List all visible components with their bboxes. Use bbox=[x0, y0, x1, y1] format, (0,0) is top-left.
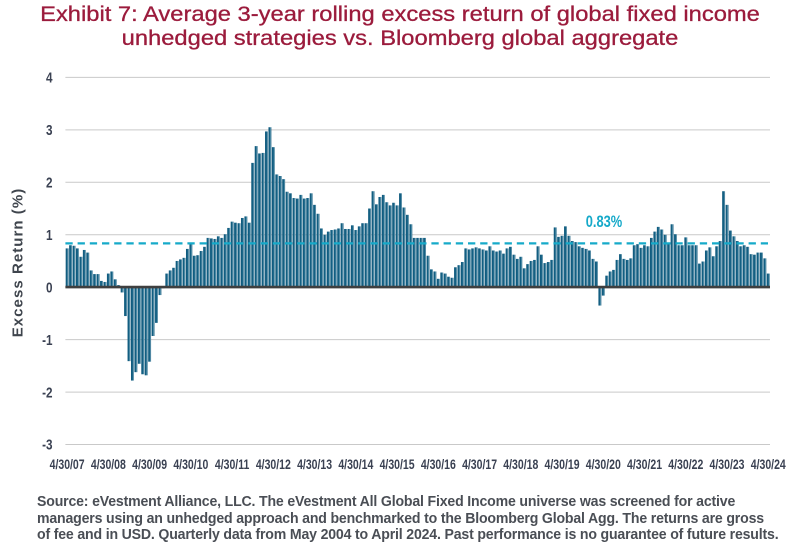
svg-text:4/30/16: 4/30/16 bbox=[421, 457, 456, 473]
svg-text:4/30/13: 4/30/13 bbox=[297, 457, 332, 473]
svg-text:4/30/20: 4/30/20 bbox=[586, 457, 621, 473]
svg-text:-1: -1 bbox=[42, 331, 53, 348]
svg-text:4/30/11: 4/30/11 bbox=[215, 457, 250, 473]
svg-text:3: 3 bbox=[46, 122, 53, 139]
svg-text:4/30/08: 4/30/08 bbox=[91, 457, 126, 473]
svg-text:4/30/23: 4/30/23 bbox=[710, 457, 745, 473]
svg-text:4/30/09: 4/30/09 bbox=[132, 457, 167, 473]
svg-text:-3: -3 bbox=[42, 436, 52, 453]
svg-text:4/30/19: 4/30/19 bbox=[545, 457, 580, 473]
svg-text:-2: -2 bbox=[42, 384, 52, 401]
svg-text:4/30/07: 4/30/07 bbox=[50, 457, 85, 473]
svg-text:0: 0 bbox=[46, 279, 53, 296]
svg-text:2: 2 bbox=[46, 174, 53, 191]
svg-text:4/30/24: 4/30/24 bbox=[751, 457, 786, 473]
svg-text:4/30/17: 4/30/17 bbox=[462, 457, 497, 473]
svg-text:4/30/15: 4/30/15 bbox=[380, 457, 415, 473]
svg-text:4/30/18: 4/30/18 bbox=[503, 457, 538, 473]
svg-text:4/30/22: 4/30/22 bbox=[668, 457, 703, 473]
svg-text:1: 1 bbox=[46, 227, 53, 244]
svg-text:0.83%: 0.83% bbox=[586, 213, 622, 231]
svg-text:4/30/21: 4/30/21 bbox=[627, 457, 662, 473]
svg-text:4/30/14: 4/30/14 bbox=[338, 457, 373, 473]
svg-text:4/30/10: 4/30/10 bbox=[173, 457, 208, 473]
svg-text:4: 4 bbox=[46, 69, 53, 86]
svg-text:4/30/12: 4/30/12 bbox=[256, 457, 291, 473]
